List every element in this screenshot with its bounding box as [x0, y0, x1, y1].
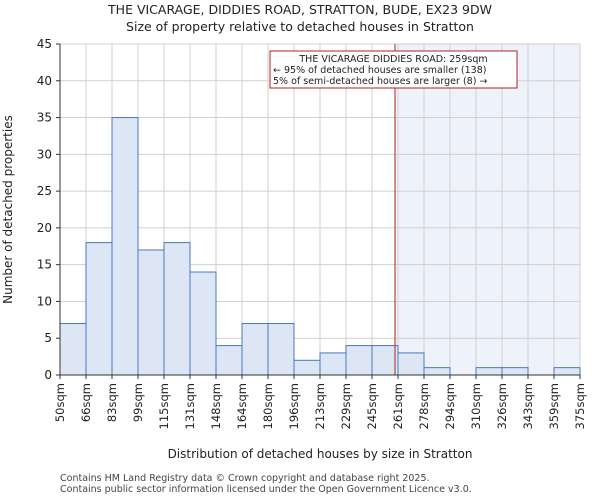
- y-tick-label: 35: [37, 111, 52, 125]
- y-tick-label: 0: [44, 368, 52, 382]
- x-tick-label: 131sqm: [183, 383, 197, 429]
- x-tick-label: 261sqm: [391, 383, 405, 429]
- x-tick-label: 310sqm: [469, 383, 483, 429]
- y-tick-label: 45: [37, 37, 52, 51]
- y-tick-label: 5: [44, 331, 52, 345]
- x-tick-label: 294sqm: [443, 383, 457, 429]
- larger-region-shade: [395, 44, 580, 375]
- histogram-bar: [293, 359, 321, 376]
- x-tick-label: 245sqm: [365, 383, 379, 429]
- x-tick-label: 115sqm: [157, 383, 171, 429]
- x-tick-label: 229sqm: [339, 383, 353, 429]
- histogram-bar: [85, 242, 113, 376]
- x-tick-label: 343sqm: [521, 383, 535, 429]
- x-tick-label: 196sqm: [287, 383, 301, 429]
- x-tick-label: 213sqm: [313, 383, 327, 429]
- histogram-bar: [475, 367, 503, 376]
- x-tick-label: 164sqm: [235, 383, 249, 429]
- chart-title-line1: THE VICARAGE, DIDDIES ROAD, STRATTON, BU…: [108, 2, 492, 17]
- x-tick-label: 99sqm: [131, 383, 145, 422]
- x-tick-label: 148sqm: [209, 383, 223, 429]
- histogram-bar: [319, 352, 347, 376]
- histogram-bar: [137, 249, 165, 376]
- annotation-line3: 5% of semi-detached houses are larger (8…: [273, 76, 487, 87]
- histogram-bar: [501, 367, 529, 376]
- footer-licence: Contains public sector information licen…: [60, 484, 472, 495]
- y-tick-label: 30: [37, 147, 52, 161]
- histogram-bar: [371, 345, 399, 376]
- histogram-bar: [345, 345, 373, 376]
- footer-copyright: Contains HM Land Registry data © Crown c…: [60, 473, 430, 484]
- annotation-line1: THE VICARAGE DIDDIES ROAD: 259sqm: [298, 54, 487, 65]
- y-axis-title: Number of detached properties: [1, 115, 15, 304]
- y-tick-label: 15: [37, 258, 52, 272]
- x-tick-label: 66sqm: [79, 383, 93, 422]
- chart-title-line2: Size of property relative to detached ho…: [126, 19, 474, 34]
- y-tick-label: 20: [37, 221, 52, 235]
- histogram-bar: [241, 323, 269, 376]
- y-tick-label: 10: [37, 294, 52, 308]
- histogram-bar: [553, 367, 581, 376]
- x-tick-label: 375sqm: [573, 383, 587, 429]
- histogram-bar: [397, 352, 425, 376]
- histogram-bar: [189, 271, 217, 376]
- histogram-bar: [267, 323, 295, 376]
- y-tick-label: 40: [37, 74, 52, 88]
- annotation-box: [269, 50, 518, 89]
- histogram-bar: [423, 367, 451, 376]
- histogram-bar: [215, 345, 243, 376]
- histogram-bar: [111, 117, 139, 376]
- x-tick-label: 83sqm: [105, 383, 119, 422]
- histogram-bar: [163, 242, 191, 376]
- x-tick-label: 359sqm: [547, 383, 561, 429]
- x-axis-title: Distribution of detached houses by size …: [168, 447, 473, 461]
- x-tick-label: 326sqm: [495, 383, 509, 429]
- histogram-bar: [59, 323, 87, 376]
- x-tick-label: 50sqm: [53, 383, 67, 422]
- y-tick-label: 25: [37, 184, 52, 198]
- x-tick-label: 278sqm: [417, 383, 431, 429]
- x-tick-label: 180sqm: [261, 383, 275, 429]
- annotation-line2: ← 95% of detached houses are smaller (13…: [273, 65, 486, 76]
